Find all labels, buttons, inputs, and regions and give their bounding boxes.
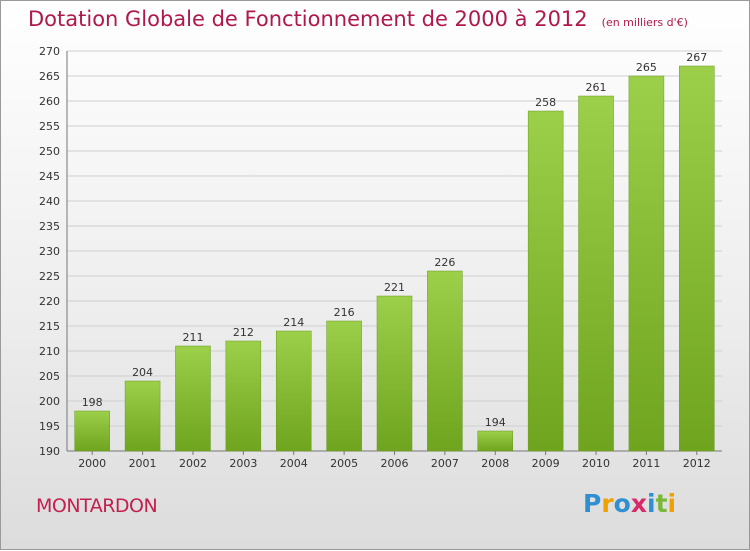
bar bbox=[326, 320, 362, 452]
x-tick-label: 2002 bbox=[179, 457, 207, 470]
x-tick-label: 2011 bbox=[632, 457, 660, 470]
logo-letter: x bbox=[630, 489, 647, 518]
x-tick-label: 2001 bbox=[129, 457, 157, 470]
bar-value-label: 221 bbox=[384, 281, 405, 294]
x-tick-label: 2005 bbox=[330, 457, 358, 470]
bar-value-label: 267 bbox=[686, 51, 707, 64]
x-tick-label: 2004 bbox=[280, 457, 308, 470]
y-tick-label: 190 bbox=[39, 445, 60, 458]
y-tick-label: 205 bbox=[39, 370, 60, 383]
x-tick-label: 2006 bbox=[381, 457, 409, 470]
bar bbox=[427, 270, 463, 452]
bar-value-label: 204 bbox=[132, 366, 153, 379]
x-tick-label: 2010 bbox=[582, 457, 610, 470]
y-tick-label: 270 bbox=[39, 45, 60, 58]
bar-value-label: 265 bbox=[636, 61, 657, 74]
logo-letter: i bbox=[667, 489, 677, 518]
chart-title: Dotation Globale de Fonctionnement de 20… bbox=[28, 7, 688, 31]
bar bbox=[578, 95, 614, 452]
x-tick-label: 2008 bbox=[481, 457, 509, 470]
y-tick-label: 200 bbox=[39, 395, 60, 408]
logo-letter: r bbox=[601, 489, 614, 518]
bar bbox=[175, 345, 211, 452]
bar-value-label: 198 bbox=[82, 396, 103, 409]
bar-value-label: 214 bbox=[283, 316, 304, 329]
y-tick-label: 220 bbox=[39, 295, 60, 308]
logo-letter: o bbox=[613, 489, 631, 518]
bar-value-label: 211 bbox=[182, 331, 203, 344]
x-tick-label: 2003 bbox=[229, 457, 257, 470]
chart-unit: (en milliers d'€) bbox=[601, 16, 688, 29]
y-tick-label: 255 bbox=[39, 120, 60, 133]
y-tick-label: 265 bbox=[39, 70, 60, 83]
logo-letter: i bbox=[647, 489, 656, 518]
y-tick-label: 235 bbox=[39, 220, 60, 233]
y-tick-label: 225 bbox=[39, 270, 60, 283]
bar bbox=[477, 430, 514, 452]
y-tick-label: 230 bbox=[39, 245, 60, 258]
bar-value-label: 212 bbox=[233, 326, 254, 339]
y-tick-label: 250 bbox=[39, 145, 60, 158]
bar bbox=[275, 330, 312, 452]
logo-letter: t bbox=[655, 489, 668, 518]
y-tick-label: 245 bbox=[39, 170, 60, 183]
bar bbox=[628, 75, 665, 452]
chart-title-text: Dotation Globale de Fonctionnement de 20… bbox=[28, 7, 588, 31]
commune-name: MONTARDON bbox=[36, 495, 158, 517]
x-tick-label: 2012 bbox=[683, 457, 711, 470]
bar bbox=[376, 295, 413, 452]
x-tick-label: 2000 bbox=[78, 457, 106, 470]
bar bbox=[527, 110, 564, 452]
bar bbox=[74, 410, 110, 452]
bar bbox=[679, 65, 715, 452]
proxiti-logo: Proxiti bbox=[583, 489, 676, 518]
bar bbox=[225, 340, 262, 452]
x-tick-label: 2009 bbox=[532, 457, 560, 470]
bar-value-label: 216 bbox=[334, 306, 355, 319]
bar-value-label: 261 bbox=[586, 81, 607, 94]
bar-value-label: 258 bbox=[535, 96, 556, 109]
y-tick-label: 215 bbox=[39, 320, 60, 333]
bar-value-label: 194 bbox=[485, 416, 506, 429]
y-tick-label: 210 bbox=[39, 345, 60, 358]
bar-value-label: 226 bbox=[434, 256, 455, 269]
y-tick-label: 260 bbox=[39, 95, 60, 108]
bar bbox=[124, 380, 161, 452]
x-tick-label: 2007 bbox=[431, 457, 459, 470]
y-tick-label: 195 bbox=[39, 420, 60, 433]
y-tick-label: 240 bbox=[39, 195, 60, 208]
logo-letter: P bbox=[583, 489, 602, 518]
